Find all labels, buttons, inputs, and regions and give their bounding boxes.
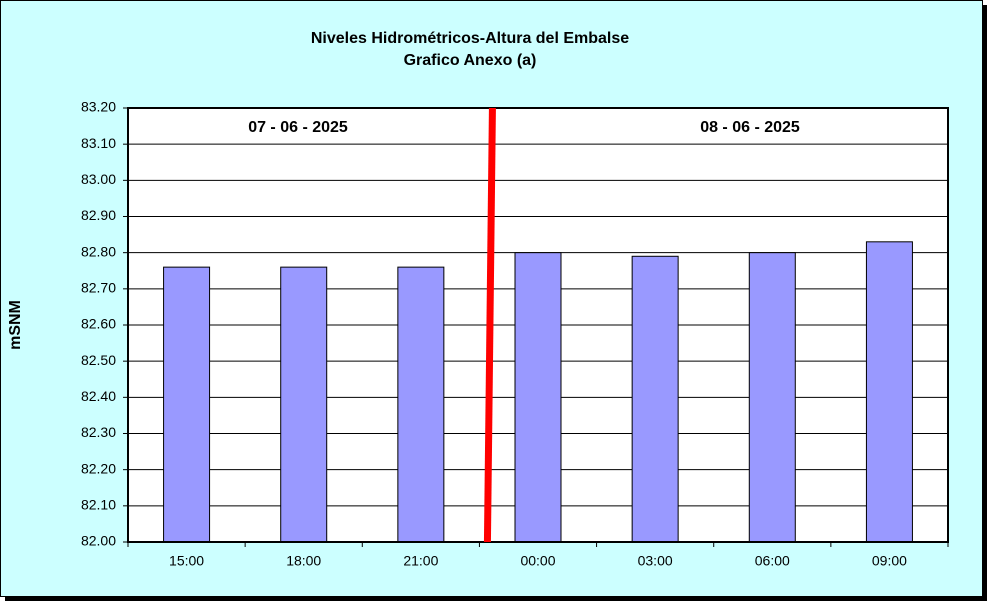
chart-title: Niveles Hidrométricos-Altura del Embalse	[311, 30, 629, 47]
y-tick-label: 82.80	[81, 243, 116, 259]
annotation: 08 - 06 - 2025	[700, 119, 800, 136]
y-tick-label: 82.30	[81, 424, 116, 440]
separator	[483, 107, 496, 543]
y-tick-label: 82.70	[81, 280, 116, 296]
y-tick-label: 82.40	[81, 388, 116, 404]
y-tick-label: 82.60	[81, 316, 116, 332]
x-tick-label: 06:00	[755, 553, 790, 569]
bar	[865, 241, 913, 543]
y-tick-label: 83.20	[81, 99, 116, 115]
y-tick-label: 82.90	[81, 207, 116, 223]
y-tick-label: 82.10	[81, 497, 116, 513]
bar	[280, 266, 328, 543]
y-axis-label: mSNM	[7, 300, 24, 350]
annotation: 07 - 06 - 2025	[248, 119, 348, 136]
y-tick-label: 83.00	[81, 171, 116, 187]
x-tick-label: 15:00	[169, 553, 204, 569]
bar	[631, 255, 679, 543]
y-tick-label: 82.00	[81, 533, 116, 549]
x-tick-label: 18:00	[286, 553, 321, 569]
x-tick-label: 03:00	[638, 553, 673, 569]
y-tick-label: 83.10	[81, 135, 116, 151]
chart-subtitle: Grafico Anexo (a)	[404, 52, 537, 69]
plot-border	[127, 107, 949, 543]
bar	[748, 252, 796, 543]
x-tick-label: 00:00	[520, 553, 555, 569]
bar	[163, 266, 211, 543]
x-tick-label: 21:00	[403, 553, 438, 569]
x-tick-label: 09:00	[872, 553, 907, 569]
bar	[514, 252, 562, 543]
y-tick-label: 82.50	[81, 352, 116, 368]
y-tick-label: 82.20	[81, 460, 116, 476]
bar	[397, 266, 445, 543]
